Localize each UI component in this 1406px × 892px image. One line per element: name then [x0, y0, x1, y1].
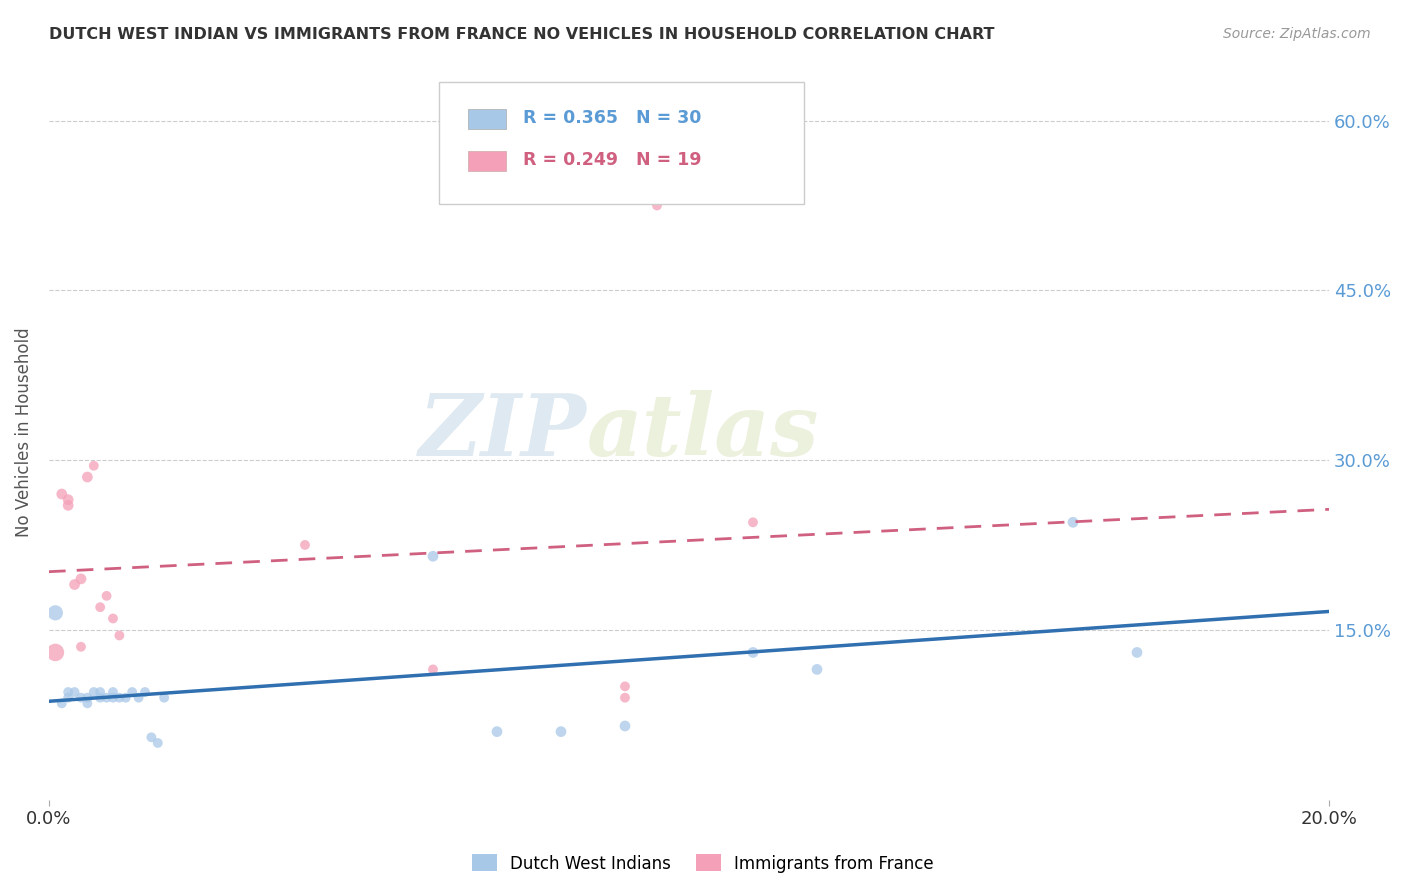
Point [76, 690, 98, 705]
Point [101, 690, 124, 705]
Point [645, 198, 668, 212]
Point [70, 640, 93, 654]
Point [128, 690, 150, 705]
Point [422, 662, 444, 676]
Point [70, 572, 93, 586]
Point [56, 690, 79, 705]
Point [742, 516, 765, 530]
Text: R = 0.249   N = 19: R = 0.249 N = 19 [523, 151, 702, 169]
Point [422, 549, 444, 564]
Point [70, 690, 93, 705]
Point [108, 690, 131, 705]
Text: atlas: atlas [586, 390, 820, 474]
FancyBboxPatch shape [468, 109, 506, 128]
Point [89, 600, 111, 615]
Point [51, 697, 73, 711]
Point [1062, 516, 1084, 530]
FancyBboxPatch shape [468, 151, 506, 170]
Point [63, 577, 86, 591]
Point [614, 719, 637, 733]
Point [101, 611, 124, 625]
Point [294, 538, 316, 552]
FancyBboxPatch shape [440, 82, 804, 203]
Point [550, 724, 572, 739]
Point [96, 690, 118, 705]
Text: Source: ZipAtlas.com: Source: ZipAtlas.com [1223, 27, 1371, 41]
Point [742, 645, 765, 659]
Point [44, 645, 66, 659]
Point [56, 492, 79, 507]
Point [63, 685, 86, 699]
Point [96, 589, 118, 603]
Point [114, 690, 136, 705]
Point [1126, 645, 1149, 659]
Point [108, 628, 131, 642]
Point [614, 679, 637, 693]
Text: R = 0.365   N = 30: R = 0.365 N = 30 [523, 109, 702, 127]
Point [101, 685, 124, 699]
Point [141, 731, 163, 745]
Point [153, 690, 176, 705]
Point [121, 685, 143, 699]
Point [806, 662, 828, 676]
Text: DUTCH WEST INDIAN VS IMMIGRANTS FROM FRANCE NO VEHICLES IN HOUSEHOLD CORRELATION: DUTCH WEST INDIAN VS IMMIGRANTS FROM FRA… [49, 27, 994, 42]
Point [76, 470, 98, 484]
Point [134, 685, 156, 699]
Point [56, 499, 79, 513]
Point [56, 685, 79, 699]
Point [76, 697, 98, 711]
Point [83, 685, 105, 699]
Point [89, 685, 111, 699]
Point [614, 690, 637, 705]
Point [89, 690, 111, 705]
Point [146, 736, 169, 750]
Point [83, 458, 105, 473]
Point [485, 724, 508, 739]
Text: ZIP: ZIP [419, 390, 586, 474]
Point [44, 606, 66, 620]
Point [51, 487, 73, 501]
Y-axis label: No Vehicles in Household: No Vehicles in Household [15, 327, 32, 537]
Legend: Dutch West Indians, Immigrants from France: Dutch West Indians, Immigrants from Fran… [465, 847, 941, 880]
